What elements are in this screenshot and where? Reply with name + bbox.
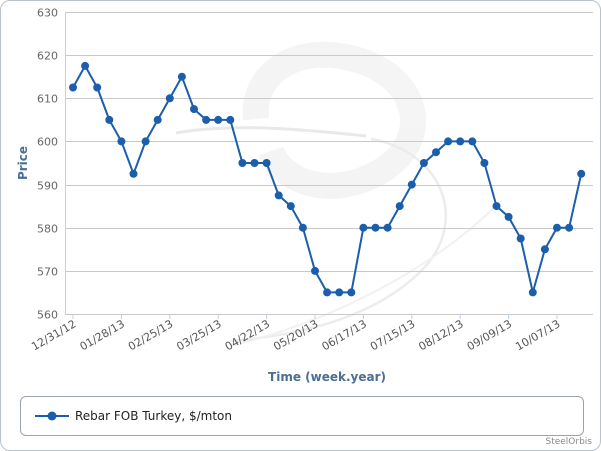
data-point bbox=[311, 266, 319, 275]
data-point bbox=[323, 288, 332, 297]
data-point bbox=[298, 223, 307, 232]
data-point bbox=[359, 223, 368, 232]
data-point bbox=[117, 137, 126, 146]
legend: Rebar FOB Turkey, $/mton bbox=[20, 396, 584, 436]
x-tick-label: 01/28/13 bbox=[78, 317, 127, 353]
data-point bbox=[141, 137, 150, 146]
data-point bbox=[105, 115, 114, 124]
x-tick-label: 12/31/12 bbox=[29, 317, 78, 353]
y-tick-label: 580 bbox=[37, 223, 58, 236]
legend-label: Rebar FOB Turkey, $/mton bbox=[75, 409, 232, 423]
y-axis-title: Price bbox=[16, 146, 30, 180]
data-point bbox=[226, 115, 235, 124]
y-tick-label: 630 bbox=[37, 7, 58, 20]
y-tick-label: 590 bbox=[37, 180, 58, 193]
data-point bbox=[444, 137, 453, 146]
data-point bbox=[214, 115, 223, 124]
data-point bbox=[335, 288, 344, 297]
data-point bbox=[407, 180, 416, 189]
x-axis-title: Time (week.year) bbox=[268, 370, 386, 384]
data-point bbox=[456, 137, 465, 146]
x-tick-label: 10/07/13 bbox=[513, 317, 562, 353]
data-point bbox=[286, 202, 295, 211]
data-point bbox=[238, 159, 247, 167]
data-point bbox=[577, 169, 586, 178]
y-grid bbox=[65, 12, 593, 315]
data-point bbox=[371, 223, 380, 232]
data-point bbox=[177, 72, 186, 81]
data-point bbox=[528, 288, 537, 297]
data-point bbox=[492, 202, 501, 211]
data-point bbox=[262, 159, 271, 167]
data-point bbox=[516, 234, 525, 243]
data-point bbox=[250, 159, 259, 167]
x-tick-label: 02/25/13 bbox=[126, 317, 175, 353]
credit-text[interactable]: SteelOrbis bbox=[545, 437, 592, 447]
y-tick-label: 610 bbox=[37, 93, 58, 106]
data-point bbox=[153, 115, 162, 124]
legend-item-rebar-fob-turkey[interactable]: Rebar FOB Turkey, $/mton bbox=[35, 408, 232, 424]
data-point bbox=[383, 223, 392, 232]
y-axis: 560 570 580 590 600 610 620 630 bbox=[37, 7, 66, 322]
data-point bbox=[553, 223, 561, 232]
y-tick-label: 600 bbox=[37, 136, 58, 149]
x-tick-label: 03/25/13 bbox=[174, 317, 223, 353]
x-tick-label: 09/09/13 bbox=[465, 317, 514, 353]
y-tick-label: 570 bbox=[37, 266, 58, 279]
data-point bbox=[69, 83, 77, 92]
y-tick-label: 620 bbox=[37, 50, 58, 63]
data-point bbox=[190, 105, 198, 114]
x-tick-label: 07/15/13 bbox=[368, 317, 417, 353]
data-point bbox=[395, 202, 404, 211]
data-point bbox=[202, 115, 211, 124]
x-axis: 12/31/12 01/28/13 02/25/13 03/25/13 04/22/13… bbox=[29, 314, 563, 353]
data-point bbox=[347, 288, 356, 297]
data-point bbox=[93, 83, 102, 92]
data-point bbox=[274, 191, 283, 200]
data-point bbox=[432, 148, 440, 157]
y-tick-label: 560 bbox=[37, 309, 58, 322]
x-tick-label: 08/12/13 bbox=[416, 317, 465, 353]
data-point bbox=[165, 94, 174, 103]
data-point bbox=[419, 159, 428, 167]
series-rebar-fob-turkey bbox=[69, 61, 586, 297]
data-point bbox=[504, 212, 513, 221]
x-tick-label: 04/22/13 bbox=[223, 317, 272, 353]
data-point bbox=[480, 159, 489, 167]
data-point bbox=[565, 223, 574, 232]
data-point bbox=[540, 245, 549, 254]
legend-line-marker-icon bbox=[35, 411, 69, 421]
data-point bbox=[129, 169, 138, 178]
data-point bbox=[81, 61, 90, 70]
data-point bbox=[468, 137, 477, 146]
